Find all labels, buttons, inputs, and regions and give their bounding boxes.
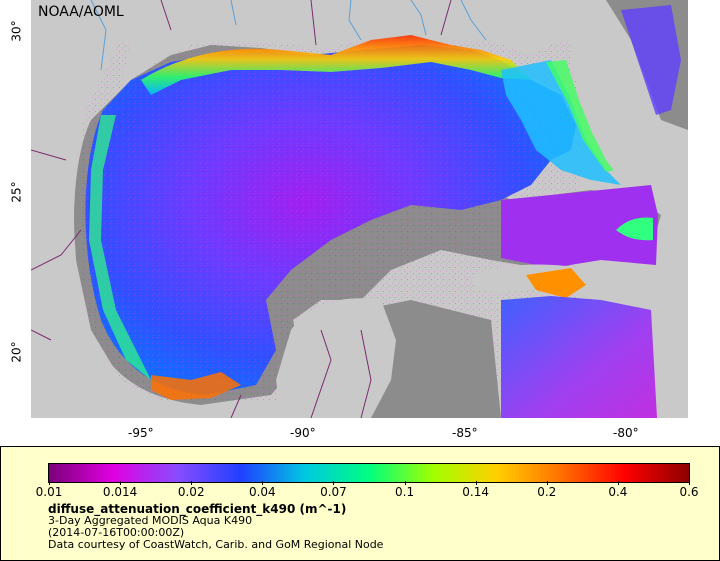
colorbar-tick-label: 0.6	[679, 485, 699, 499]
colorbar-tick-label: 0.4	[608, 485, 628, 499]
mexico-coast-band	[89, 115, 151, 380]
lon-tick-label: -95°	[128, 426, 154, 440]
colorbar-tickmark	[333, 481, 335, 485]
florida-shelf	[501, 60, 621, 185]
colorbar-tick-label: 0.04	[248, 485, 276, 499]
dataset-time: (2014-07-16T00:00:00Z)	[48, 526, 185, 539]
dataset-title: 3-Day Aggregated MODIS Aqua K490	[48, 514, 253, 527]
colorbar-tickmark	[689, 481, 690, 485]
lon-tick-label: -80°	[613, 426, 639, 440]
colorbar-tick-label: 0.01	[35, 485, 63, 499]
lon-tick-label: -90°	[290, 426, 316, 440]
colorbar-tick-label: 0.1	[395, 485, 415, 499]
lat-tick-label: 30°	[9, 20, 24, 42]
colorbar-tickmark	[404, 481, 406, 485]
atlantic-colors	[621, 5, 681, 115]
k490-map	[31, 0, 688, 418]
lat-tick-label: 25°	[9, 181, 24, 203]
mexico-land	[31, 0, 191, 418]
lat-tick-label: 20°	[9, 341, 24, 363]
colorbar-tick-label: 0.07	[320, 485, 347, 499]
cuba-coast-band	[526, 268, 586, 298]
colorbar-tickmark	[546, 481, 548, 485]
campeche-band	[151, 372, 241, 400]
caribbean-water	[501, 296, 657, 418]
dataset-credit: Data courtesy of CoastWatch, Carib. and …	[48, 538, 384, 551]
lon-tick-label: -85°	[452, 426, 478, 440]
legend-text: diffuse_attenuation_coefficient_k490 (m^…	[48, 503, 383, 551]
variable-name: diffuse_attenuation_coefficient_k490 (m^…	[48, 502, 347, 516]
map-panel	[31, 0, 688, 418]
colorbar-tick-label: 0.2	[537, 485, 557, 499]
cuba-land	[471, 264, 688, 315]
credit-label: NOAA/AOML	[38, 4, 124, 20]
colorbar-tickmark	[617, 481, 619, 485]
yucatan-land	[276, 298, 396, 418]
colorbar-tick-label: 0.14	[462, 485, 490, 499]
rivers	[90, 0, 487, 71]
north-coast-band	[141, 35, 531, 95]
colorbar-tick-label: 0.02	[177, 485, 205, 499]
us-land	[121, 0, 566, 85]
colorbar-tickmark	[120, 481, 122, 485]
legend-panel: 0.01 0.014 0.02 0.04 0.07 0.1 0.14 0.2 0.4 0.6 di…	[0, 446, 720, 561]
political-borders	[31, 0, 452, 418]
straits-water	[501, 185, 658, 268]
colorbar-tickmark	[191, 481, 193, 485]
colorbar-tick-label: 0.014	[102, 485, 138, 499]
bahamas-bank	[616, 217, 653, 241]
colorbar-tickmark	[49, 481, 50, 485]
colorbar	[48, 463, 690, 483]
colorbar-tickmark	[475, 481, 477, 485]
colorbar-tickmark	[262, 481, 264, 485]
